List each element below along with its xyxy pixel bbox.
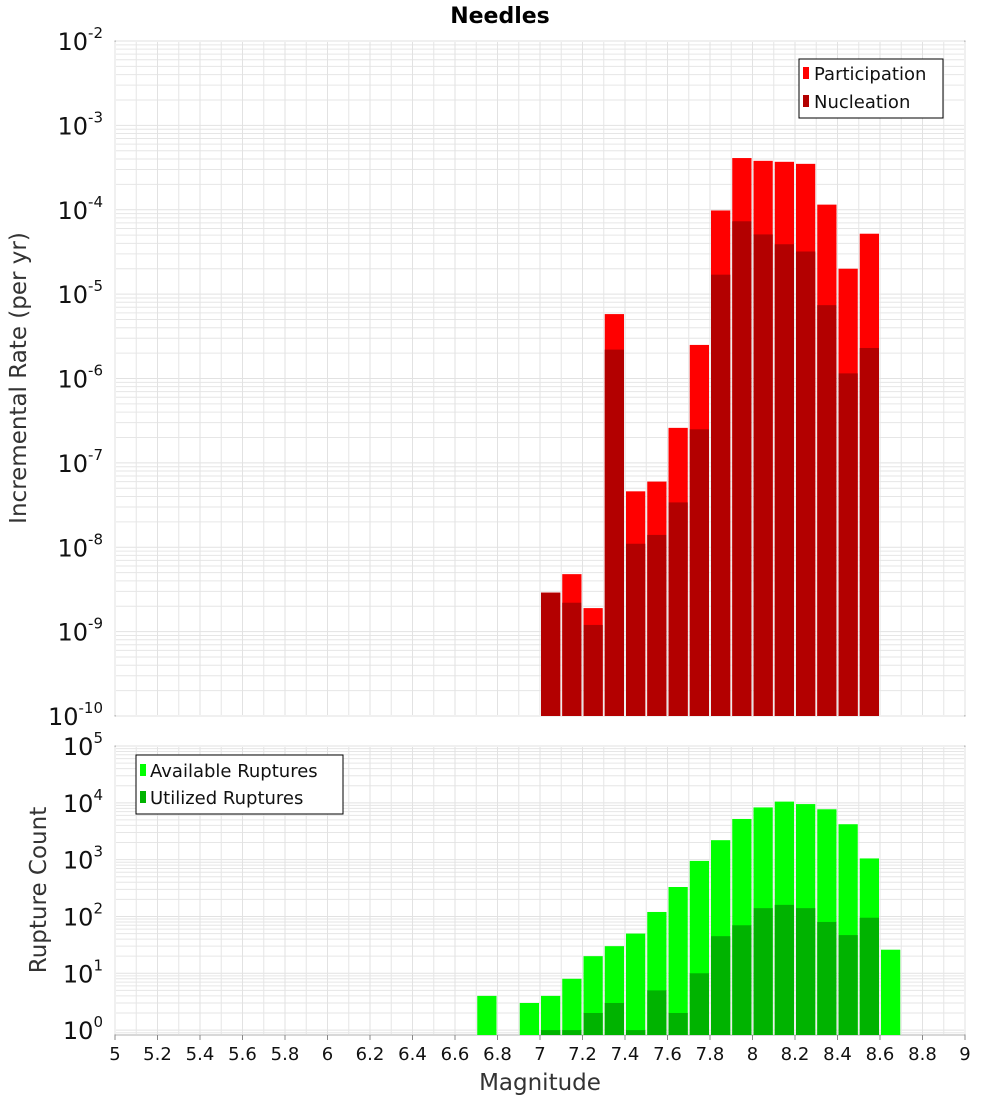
bar-available xyxy=(626,933,646,1035)
top-bars xyxy=(541,158,879,717)
y-tick-label: 100 xyxy=(63,1013,103,1045)
x-tick-label: 5.4 xyxy=(186,1044,215,1065)
bar-utilized xyxy=(817,921,837,1035)
bar-available xyxy=(881,949,901,1035)
legend-label-participation: Participation xyxy=(814,64,926,85)
bar-nucleation xyxy=(711,274,731,716)
bottom-panel: 100 101 102 103 104 105 5 5.2 5.4 5.6 5.8 6 6.2 6.4 6… xyxy=(26,729,971,1096)
legend-swatch-utilized xyxy=(140,791,146,803)
top-y-ticks: 10-10 10-9 10-8 10-7 10-6 10-5 10-4 10-3 10-2 xyxy=(48,24,103,731)
bar-nucleation xyxy=(689,429,709,716)
bar-utilized xyxy=(732,925,752,1035)
top-legend: Participation Nucleation xyxy=(798,58,944,119)
x-tick-label: 7.2 xyxy=(568,1044,597,1065)
y-tick-label: 10-10 xyxy=(48,699,103,731)
bar-nucleation xyxy=(859,347,879,716)
x-axis-label: Magnitude xyxy=(479,1070,601,1096)
y-tick-label: 10-5 xyxy=(57,277,103,309)
y-tick-label: 104 xyxy=(63,786,103,818)
x-tick-label: 7 xyxy=(534,1044,545,1065)
bar-nucleation xyxy=(732,221,752,716)
bar-utilized xyxy=(604,1002,624,1035)
y-tick-label: 10-7 xyxy=(57,446,103,478)
bar-nucleation xyxy=(838,373,858,716)
y-tick-label: 10-2 xyxy=(57,24,103,56)
bar-available xyxy=(562,978,582,1035)
bar-nucleation xyxy=(626,543,646,716)
x-tick-label: 6.4 xyxy=(398,1044,427,1065)
y-tick-label: 102 xyxy=(63,899,103,931)
x-tick-label: 9 xyxy=(959,1044,970,1065)
y-tick-label: 103 xyxy=(63,843,103,875)
x-tick-label: 6.2 xyxy=(356,1044,385,1065)
bar-nucleation xyxy=(541,592,561,716)
y-tick-label: 10-6 xyxy=(57,362,103,394)
y-tick-label: 10-9 xyxy=(57,615,103,647)
bar-nucleation xyxy=(647,534,667,716)
bar-utilized xyxy=(541,1030,561,1035)
bar-utilized xyxy=(668,1012,688,1035)
x-tick-label: 6.6 xyxy=(441,1044,470,1065)
x-tick-label: 5.2 xyxy=(143,1044,172,1065)
bar-available xyxy=(519,1002,539,1035)
x-tick-label: 8.8 xyxy=(908,1044,937,1065)
bar-utilized xyxy=(753,908,773,1035)
bar-utilized xyxy=(796,908,816,1035)
x-tick-label: 8 xyxy=(747,1044,758,1065)
legend-label-nucleation: Nucleation xyxy=(814,92,910,113)
x-tick-label: 7.8 xyxy=(696,1044,725,1065)
legend-swatch-available xyxy=(140,764,146,776)
bar-utilized xyxy=(647,990,667,1035)
x-tick-label: 8.2 xyxy=(781,1044,810,1065)
bar-nucleation xyxy=(796,251,816,716)
x-tick-label: 7.4 xyxy=(611,1044,640,1065)
bar-utilized xyxy=(838,935,858,1035)
x-tick-label: 8.4 xyxy=(823,1044,852,1065)
bar-utilized xyxy=(626,1030,646,1035)
chart-title: Needles xyxy=(450,4,550,29)
bar-nucleation xyxy=(583,624,603,716)
bar-utilized xyxy=(711,936,731,1035)
bar-available xyxy=(668,886,688,1035)
legend-swatch-nucleation xyxy=(803,95,809,107)
legend-label-available: Available Ruptures xyxy=(150,761,318,782)
x-tick-label: 5 xyxy=(109,1044,120,1065)
y-tick-label: 101 xyxy=(63,956,103,988)
bar-nucleation xyxy=(604,349,624,716)
x-ticks: 5 5.2 5.4 5.6 5.8 6 6.2 6.4 6.6 6.8 7 7.2 7.4 7.6 7.8 8… xyxy=(109,1035,971,1065)
bar-utilized xyxy=(562,1030,582,1035)
bar-utilized xyxy=(689,973,709,1035)
bar-utilized xyxy=(583,1012,603,1035)
top-y-axis-label: Incremental Rate (per yr) xyxy=(6,232,32,524)
x-tick-label: 6 xyxy=(322,1044,333,1065)
y-tick-label: 10-3 xyxy=(57,108,103,140)
bar-nucleation xyxy=(774,244,794,717)
bottom-y-ticks: 100 101 102 103 104 105 xyxy=(63,729,103,1045)
bottom-y-axis-label: Rupture Count xyxy=(26,807,52,973)
bar-available xyxy=(541,995,561,1035)
bottom-bars xyxy=(477,801,901,1035)
bar-nucleation xyxy=(562,602,582,716)
bottom-legend: Available Ruptures Utilized Ruptures xyxy=(135,754,344,815)
y-tick-label: 105 xyxy=(63,729,103,761)
y-tick-label: 10-4 xyxy=(57,193,103,225)
bar-utilized xyxy=(859,917,879,1035)
bar-nucleation xyxy=(753,234,773,716)
y-tick-label: 10-8 xyxy=(57,530,103,562)
x-tick-label: 5.8 xyxy=(271,1044,300,1065)
bar-utilized xyxy=(774,904,794,1035)
x-tick-label: 5.6 xyxy=(228,1044,257,1065)
bar-nucleation xyxy=(817,305,837,716)
top-panel: 10-10 10-9 10-8 10-7 10-6 10-5 10-4 10-3 10-2 In… xyxy=(6,24,966,731)
legend-swatch-participation xyxy=(803,67,809,79)
x-tick-label: 8.6 xyxy=(866,1044,895,1065)
x-tick-label: 6.8 xyxy=(483,1044,512,1065)
bar-nucleation xyxy=(668,502,688,716)
legend-label-utilized: Utilized Ruptures xyxy=(150,788,303,809)
bar-available xyxy=(477,995,497,1035)
x-tick-label: 7.6 xyxy=(653,1044,682,1065)
top-gridlines xyxy=(114,40,966,717)
